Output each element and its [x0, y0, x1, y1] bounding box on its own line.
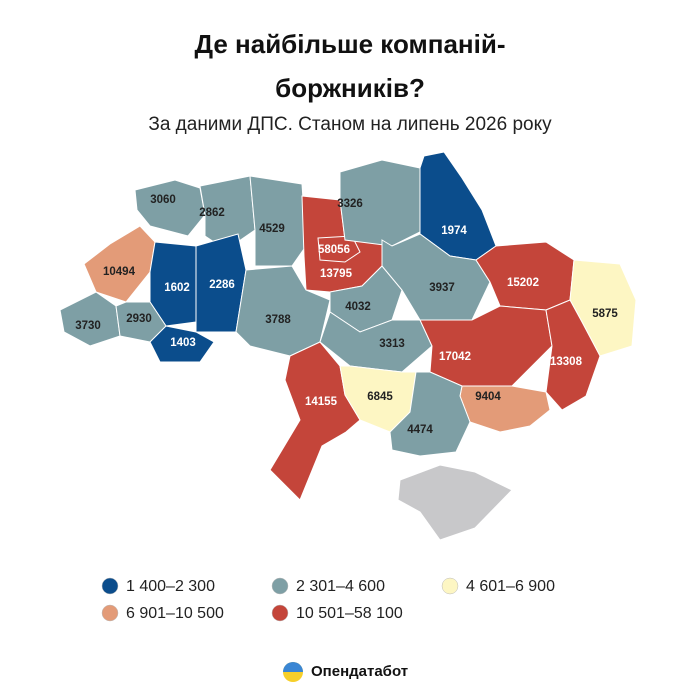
region — [83, 225, 156, 303]
region — [339, 159, 421, 247]
region-value: 15202 — [507, 277, 539, 289]
legend-label: 4 601–6 900 — [466, 578, 555, 595]
region-value: 2862 — [199, 207, 225, 219]
region-value: 2286 — [209, 279, 235, 291]
region-value: 13308 — [550, 356, 583, 368]
region — [149, 325, 215, 363]
region-value: 3730 — [75, 320, 101, 332]
region-value: 1403 — [170, 337, 196, 349]
region — [269, 341, 361, 501]
legend-label: 1 400–2 300 — [126, 578, 215, 595]
region-value: 3060 — [150, 194, 176, 206]
region-value: 4032 — [345, 301, 371, 313]
legend-swatch — [441, 577, 459, 595]
title: Де найбільше компаній-боржників? — [194, 29, 506, 103]
region-value: 1974 — [441, 225, 467, 237]
region-value: 1602 — [164, 282, 190, 294]
region — [134, 179, 206, 237]
region — [545, 299, 601, 411]
region-value: 4474 — [407, 424, 433, 436]
legend-label: 10 501–58 100 — [296, 605, 403, 622]
region — [249, 175, 307, 267]
region-value: 17042 — [439, 351, 471, 363]
region-value: 3313 — [379, 338, 405, 350]
region — [59, 291, 121, 347]
region — [389, 371, 471, 457]
crimea — [397, 464, 513, 541]
logo — [283, 662, 303, 672]
legend-swatch — [271, 577, 289, 595]
region-value: 4529 — [259, 223, 285, 235]
subtitle: За даними ДПС. Станом на липень 2026 рок… — [148, 114, 552, 135]
legend-label: 6 901–10 500 — [126, 605, 224, 622]
region-value: 3326 — [337, 198, 363, 210]
region-value: 13795 — [320, 268, 353, 280]
region — [459, 385, 551, 433]
region-value: 14155 — [305, 396, 338, 408]
region-value: 58056 — [318, 244, 350, 256]
region-value: 9404 — [475, 391, 501, 403]
region — [475, 241, 575, 311]
brand: Опендатабот — [311, 663, 408, 680]
region-value: 6845 — [367, 391, 393, 403]
region — [419, 305, 553, 387]
region-value: 10494 — [103, 266, 136, 278]
legend-label: 2 301–4 600 — [296, 578, 385, 595]
region-value: 5875 — [592, 308, 618, 320]
region-value: 3937 — [429, 282, 455, 294]
legend-swatch — [101, 577, 119, 595]
legend-swatch — [101, 604, 119, 622]
region-value: 3788 — [265, 314, 291, 326]
region-value: 2930 — [126, 313, 152, 325]
legend-swatch — [271, 604, 289, 622]
